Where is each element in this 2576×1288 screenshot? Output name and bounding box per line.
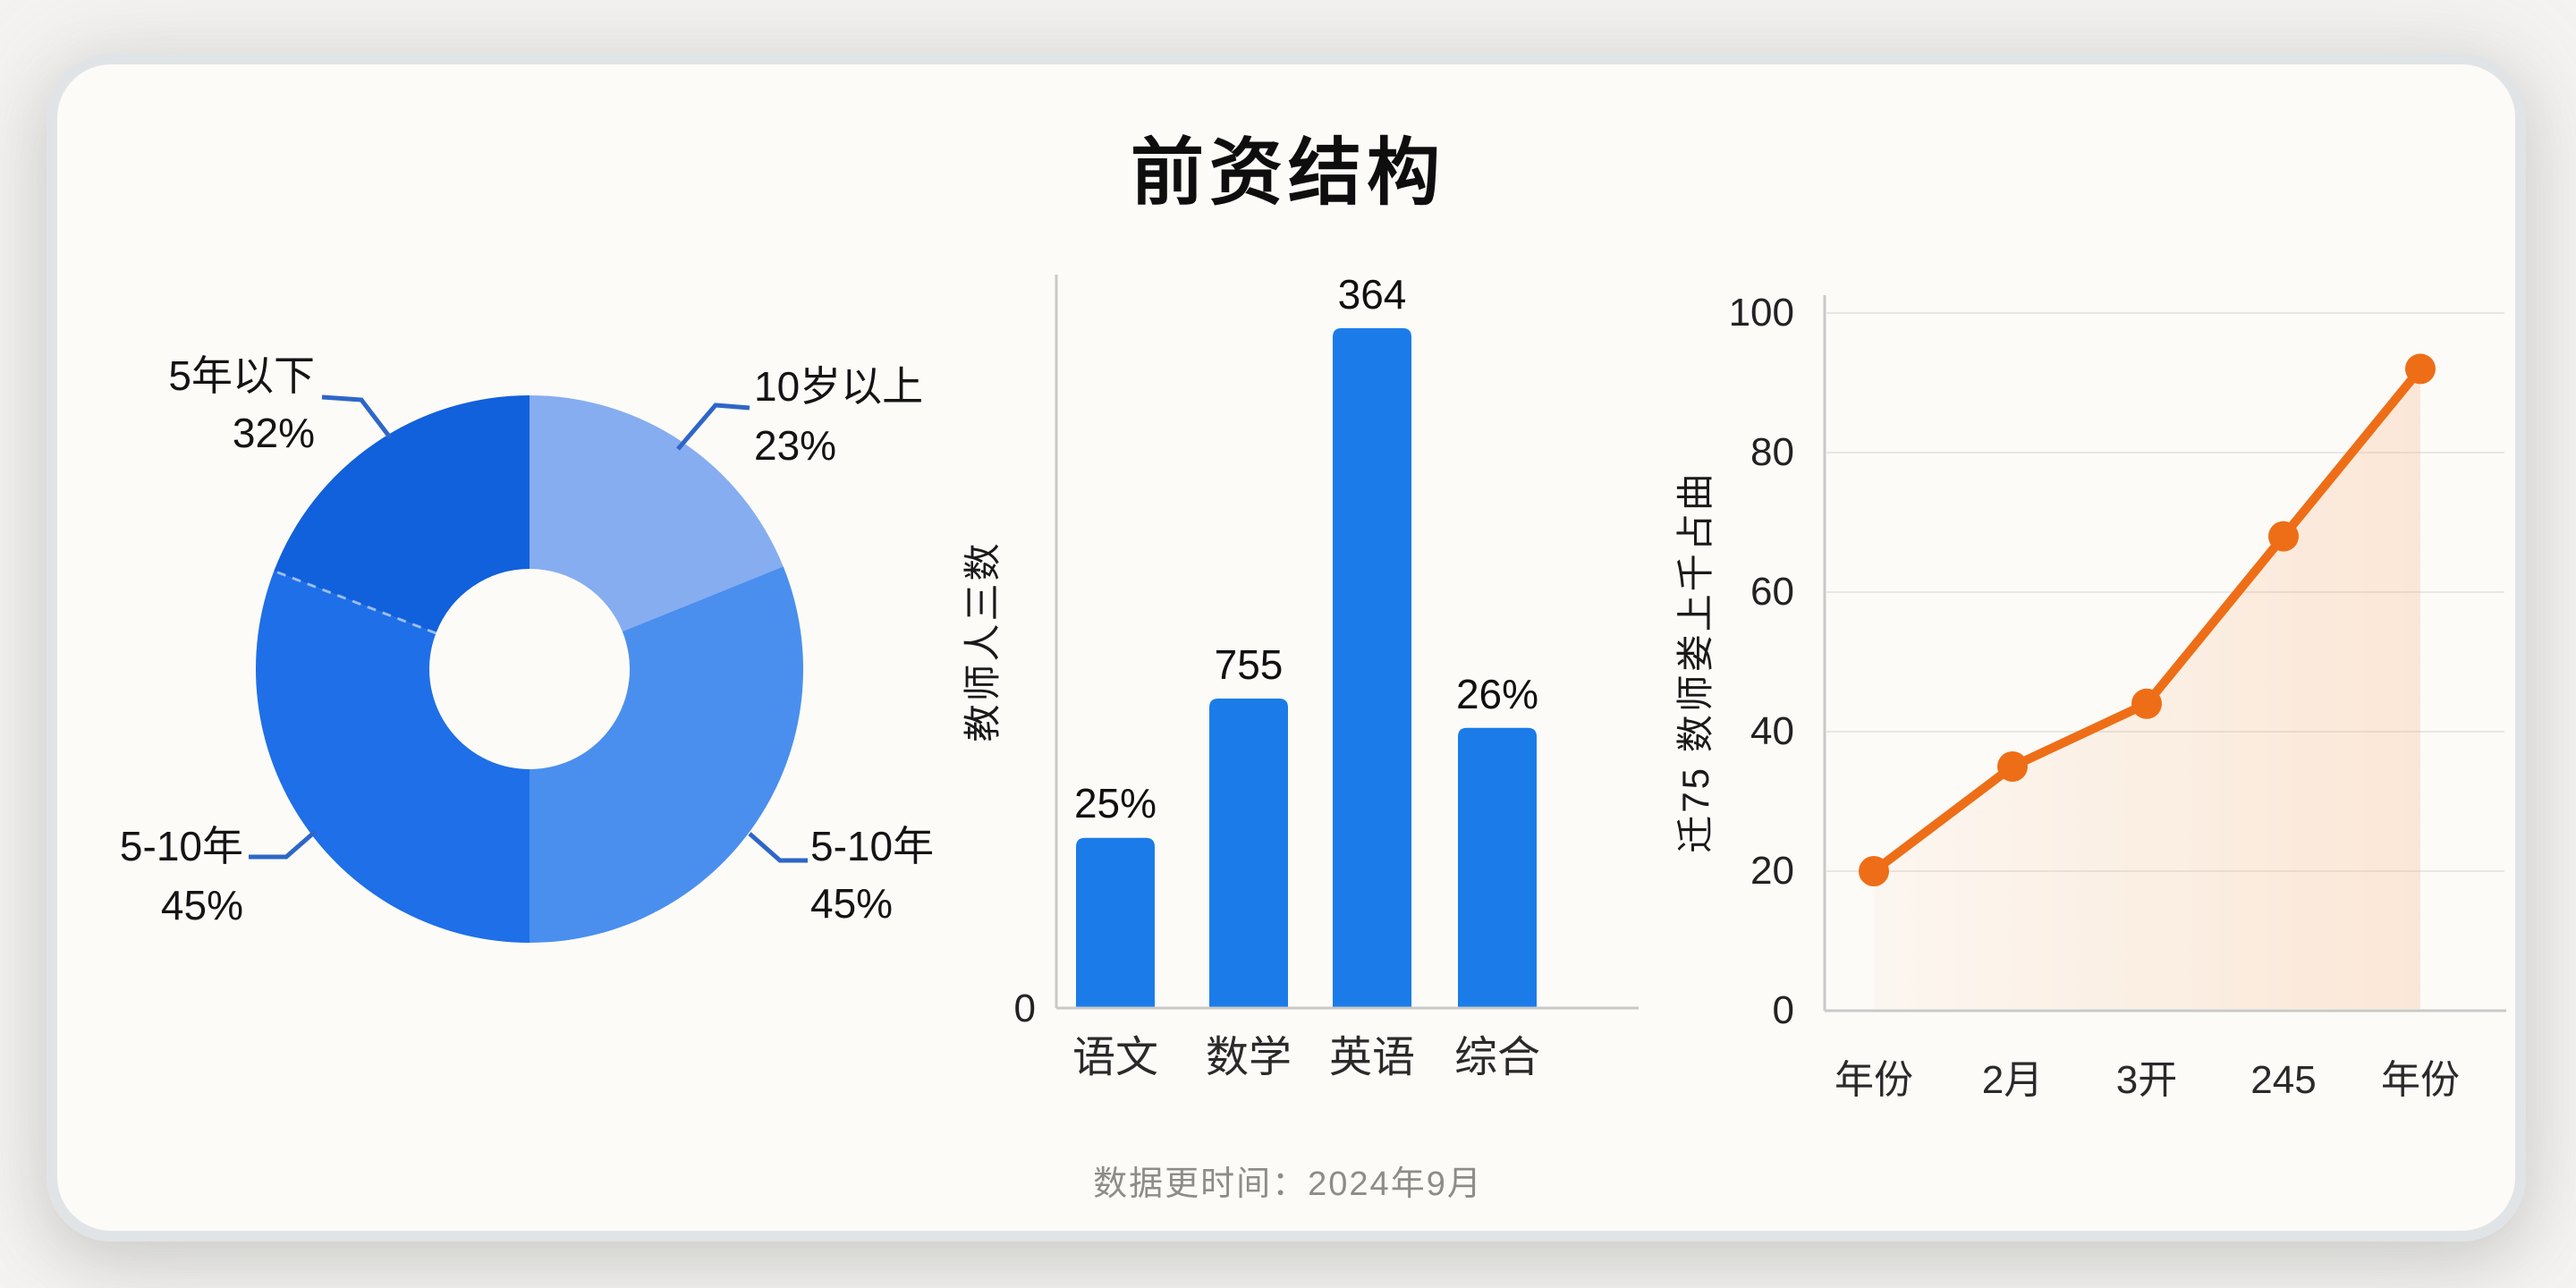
bar	[1458, 727, 1537, 1008]
bar-y-axis-title: 教师人三数	[962, 540, 1004, 741]
line-point-marker	[1859, 856, 1889, 886]
line-point-marker	[2268, 521, 2299, 552]
line-x-tick: 245	[2250, 1058, 2316, 1102]
bar-category-label: 英语	[1329, 1034, 1415, 1081]
pie-value-bottom-left: 45%	[161, 882, 243, 928]
pie-slice	[530, 395, 784, 632]
bar-category-label: 数学	[1206, 1034, 1292, 1081]
pie-label-bottom-left: 5-10年	[120, 823, 243, 869]
pie-leader-line-top-right	[676, 402, 750, 451]
bar	[1076, 837, 1155, 1008]
line-x-tick: 2月	[1982, 1058, 2043, 1102]
bar-value-label: 364	[1338, 271, 1407, 318]
bar-value-label: 25%	[1074, 780, 1157, 826]
line-x-tick: 年份	[1835, 1058, 1913, 1102]
line-point-marker	[1997, 751, 2028, 782]
line-y-tick: 20	[1750, 849, 1794, 893]
line-area-fill	[1874, 369, 2420, 1009]
line-x-tick: 年份	[2381, 1058, 2460, 1102]
footer-note: 数据更时间：2024年9月	[1093, 1165, 1483, 1203]
pie-value-bottom-right: 45%	[810, 880, 893, 927]
pie-leader-line-top-left	[321, 394, 392, 439]
line-y-tick: 80	[1750, 430, 1794, 474]
pie-label-top-left: 5年以下	[168, 352, 315, 399]
line-y-tick: 60	[1750, 570, 1794, 614]
line-x-tick: 3开	[2116, 1058, 2177, 1102]
pie-leader-line-bottom-left	[249, 830, 317, 860]
pie-value-top-right: 23%	[754, 422, 836, 469]
bar-y-origin-label: 0	[1014, 987, 1036, 1030]
line-y-tick: 40	[1750, 709, 1794, 753]
dashboard-card	[47, 54, 2526, 1241]
pie-leader-line-bottom-right	[748, 832, 808, 863]
bar-value-label: 755	[1215, 641, 1284, 688]
line-y-axis-title: 迁75 数师娄上千占曲	[1674, 470, 1716, 852]
pie-value-top-left: 32%	[233, 410, 315, 456]
bar-value-label: 26%	[1456, 671, 1538, 717]
bar	[1209, 698, 1288, 1008]
pie-slice	[530, 566, 804, 943]
pie-slice	[274, 395, 530, 633]
pie-slice	[255, 571, 530, 943]
line-chart: 0 20 40 60 80 100 迁75 数师娄上千占曲 年份 2月 3开 2…	[1674, 291, 2506, 1102]
page-title: 前资结构	[1130, 132, 1445, 214]
bar-chart: 0 教师人三数 25% 755 364 26% 语文 数学 英语 综合	[962, 271, 1639, 1081]
pie-chart: 5年以下 32% 10岁以上 23% 5-10年 45% 5-10年 45%	[120, 352, 934, 943]
pie-label-top-right: 10岁以上	[754, 363, 923, 410]
line-point-marker	[2405, 353, 2436, 385]
line-y-tick: 0	[1773, 988, 1794, 1032]
line-point-marker	[2131, 688, 2162, 719]
bar-category-label: 语文	[1072, 1034, 1158, 1081]
bar	[1333, 327, 1411, 1008]
pie-label-bottom-right: 5-10年	[810, 823, 934, 869]
line-y-tick: 100	[1729, 291, 1794, 335]
pie-slice-divider	[273, 569, 436, 635]
bar-category-label: 综合	[1454, 1034, 1540, 1081]
